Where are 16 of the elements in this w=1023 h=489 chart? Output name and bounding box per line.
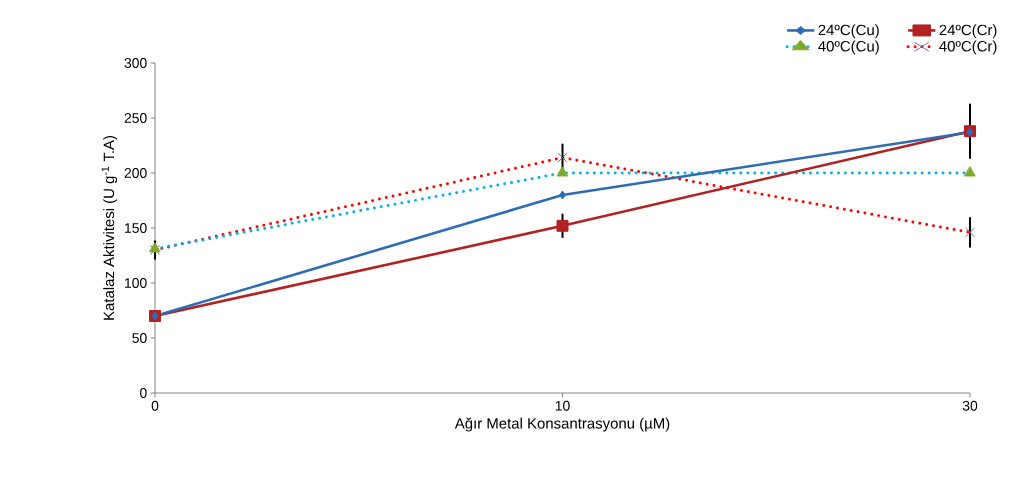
legend-label: 40ºC(Cr) <box>939 40 997 55</box>
y-axis-title: Katalaz Aktivitesi (U g$^{-1}$ T.A) <box>101 135 118 320</box>
legend-label: 24ºC(Cu) <box>818 24 879 39</box>
x-tick-label: 30 <box>962 400 978 411</box>
x-tick-label: 0 <box>151 400 159 411</box>
y-tick-label: 50 <box>132 333 147 343</box>
y-tick-label: 300 <box>124 58 147 68</box>
x-axis-title: Ağır Metal Konsantrasyonu (µM) <box>454 417 670 432</box>
legend-label: 40ºC(Cu) <box>818 40 879 55</box>
y-tick-label: 100 <box>125 278 147 288</box>
legend-label: 24ºC(Cr) <box>939 24 997 39</box>
y-tick-label: 150 <box>125 223 147 233</box>
x-tick-label: 10 <box>555 400 570 411</box>
y-tick-label: 250 <box>124 113 147 123</box>
y-tick-label: 0 <box>140 388 147 398</box>
y-tick-label: 200 <box>124 168 147 178</box>
